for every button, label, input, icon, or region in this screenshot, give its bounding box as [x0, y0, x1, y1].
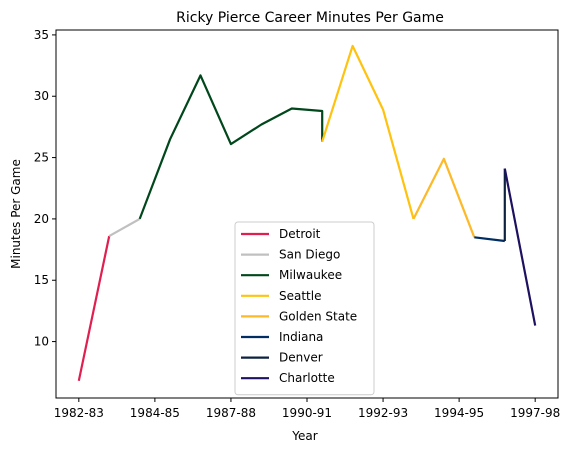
- plot-lines: [77, 44, 537, 382]
- y-axis: 10 15 20 25 30 35: [34, 28, 56, 349]
- chart-title: Ricky Pierce Career Minutes Per Game: [176, 10, 444, 26]
- y-tick-label: 20: [34, 212, 49, 226]
- y-tick-label: 15: [34, 273, 49, 287]
- series-line-2: [138, 74, 324, 220]
- x-tick-label: 1997-98: [510, 406, 560, 420]
- legend-label: Detroit: [279, 227, 321, 241]
- series-line-4: [412, 157, 476, 238]
- y-tick-label: 30: [34, 89, 49, 103]
- legend: Detroit San Diego Milwaukee Seattle Golden S…: [234, 221, 375, 396]
- legend-label: Indiana: [279, 330, 323, 344]
- legend-label: Charlotte: [279, 371, 335, 385]
- y-tick-label: 25: [34, 151, 49, 165]
- x-axis-label: Year: [291, 429, 317, 443]
- legend-label: San Diego: [279, 248, 340, 262]
- legend-label: Golden State: [279, 309, 357, 323]
- legend-label: Milwaukee: [279, 268, 342, 282]
- x-axis: 1982-83 1984-85 1987-88 1990-91 1992-93 1994-…: [54, 398, 560, 420]
- x-tick-label: 1990-91: [282, 406, 332, 420]
- series-line-5: [474, 236, 505, 243]
- x-tick-label: 1982-83: [54, 406, 104, 420]
- x-tick-label: 1984-85: [130, 406, 180, 420]
- y-tick-label: 35: [34, 28, 49, 42]
- series-line-7: [503, 168, 537, 326]
- legend-box: [234, 221, 375, 396]
- series-line-0: [77, 235, 111, 382]
- y-tick-label: 10: [34, 335, 49, 349]
- legend-label: Denver: [279, 351, 323, 365]
- x-tick-label: 1992-93: [358, 406, 408, 420]
- x-tick-label: 1994-95: [434, 406, 484, 420]
- x-tick-label: 1987-88: [206, 406, 256, 420]
- series-line-3: [321, 44, 415, 220]
- legend-label: Seattle: [279, 289, 321, 303]
- series-line-1: [108, 217, 141, 238]
- y-axis-label: Minutes Per Game: [9, 159, 23, 269]
